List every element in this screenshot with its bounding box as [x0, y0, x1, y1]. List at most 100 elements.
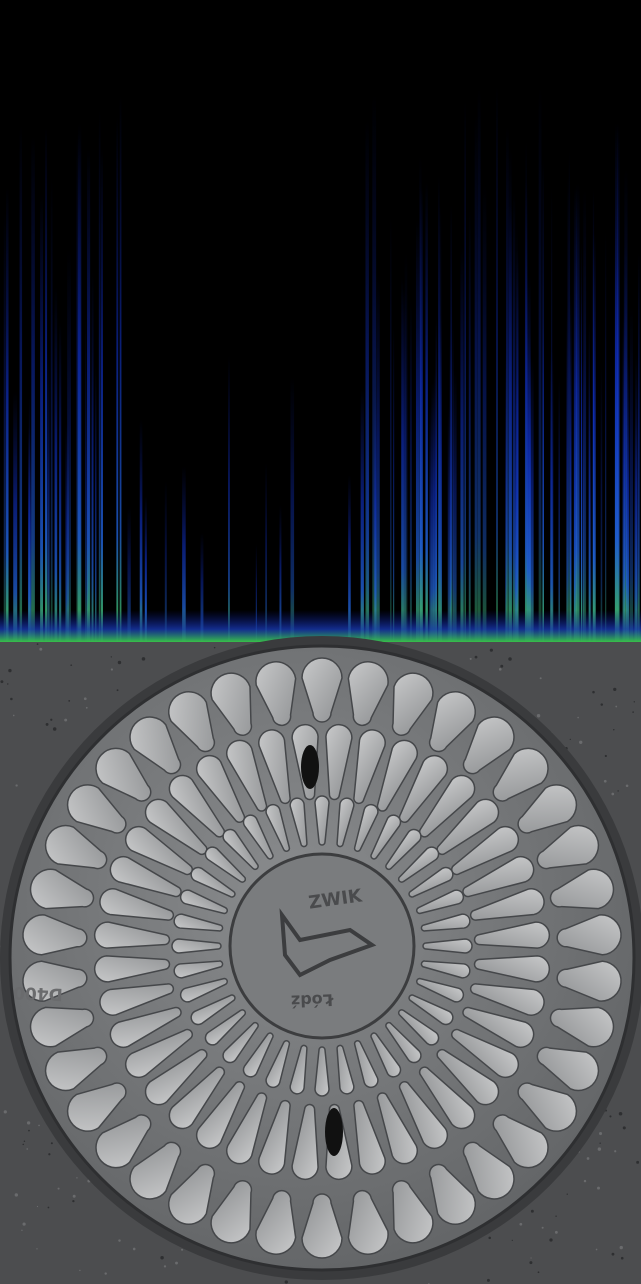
streak — [119, 94, 122, 642]
grain — [110, 668, 114, 671]
grain — [70, 664, 73, 667]
raised-drop — [336, 1044, 355, 1095]
grain — [14, 1193, 18, 1197]
raised-drop — [168, 1066, 226, 1130]
raised-drop — [242, 814, 274, 860]
raised-drop — [385, 1021, 422, 1064]
streak — [509, 204, 513, 643]
grain — [36, 643, 39, 645]
streak — [435, 315, 438, 642]
grain — [569, 738, 571, 741]
raised-drop — [420, 960, 471, 979]
raised-drop — [549, 868, 615, 910]
streak — [451, 317, 454, 642]
streak — [182, 466, 186, 642]
raised-drop — [462, 1006, 535, 1049]
raised-drop — [397, 846, 440, 883]
raised-drop — [517, 784, 578, 834]
grain — [118, 1239, 121, 1242]
streak — [13, 391, 18, 642]
spectrogram-background — [0, 0, 641, 642]
streak — [47, 352, 50, 642]
raised-drop — [258, 1099, 291, 1175]
grain — [632, 711, 634, 713]
grain — [622, 1126, 626, 1130]
grain — [47, 1206, 50, 1209]
raised-drop — [179, 977, 228, 1003]
raised-drop — [29, 868, 95, 910]
raised-drop — [492, 1114, 549, 1169]
raised-drop — [416, 889, 465, 915]
grain — [633, 701, 635, 703]
raised-drop — [469, 888, 545, 921]
vent-slot — [301, 745, 319, 789]
center-disc — [228, 852, 416, 1040]
streak — [100, 148, 104, 643]
raised-drop — [536, 1046, 600, 1092]
raised-drop — [195, 754, 246, 824]
raised-drop — [462, 1141, 515, 1200]
streak — [40, 194, 43, 642]
raised-drop — [242, 1032, 274, 1078]
streak — [265, 462, 268, 642]
streak — [67, 249, 71, 642]
grain — [160, 1255, 164, 1260]
grain — [23, 1140, 26, 1143]
grain — [10, 697, 13, 701]
grain — [39, 647, 43, 651]
raised-drop — [347, 1189, 389, 1255]
streak — [290, 377, 295, 642]
raised-drop — [385, 828, 422, 871]
grain — [555, 1215, 557, 1217]
raised-drop — [347, 661, 389, 727]
raised-drop — [556, 960, 622, 1002]
raised-drop — [397, 1009, 440, 1046]
grain — [72, 1194, 76, 1198]
streak — [139, 419, 143, 642]
streak — [31, 136, 35, 642]
grain — [488, 1236, 491, 1240]
grain — [83, 697, 87, 701]
emblem — [279, 908, 377, 978]
streak — [409, 298, 412, 642]
grain — [12, 714, 15, 717]
raised-drop — [370, 814, 402, 860]
raised-drop — [144, 1048, 208, 1106]
streak — [526, 275, 531, 642]
grain — [22, 1222, 26, 1226]
raised-drop — [462, 855, 535, 898]
streak — [615, 123, 619, 642]
streak — [588, 384, 592, 642]
raised-drop — [291, 1103, 319, 1181]
raised-drop — [353, 1099, 386, 1175]
grain — [36, 1205, 39, 1208]
raised-drop — [29, 1006, 95, 1048]
grain — [474, 655, 478, 659]
raised-drop — [22, 960, 88, 1002]
grain — [536, 714, 541, 718]
raised-drop — [173, 960, 224, 979]
grain — [52, 727, 57, 731]
raised-drop — [370, 1032, 402, 1078]
city-text: Łódź — [291, 990, 335, 1010]
grain — [489, 648, 493, 652]
streak — [482, 184, 487, 642]
streak — [415, 219, 420, 642]
raised-drop — [289, 1044, 308, 1095]
streak — [374, 389, 377, 642]
grain — [45, 723, 49, 726]
grain — [539, 677, 542, 680]
grain — [163, 1265, 167, 1268]
grain — [599, 1132, 603, 1136]
streak — [624, 168, 628, 642]
streak — [580, 242, 583, 642]
streak — [538, 86, 542, 643]
streak — [425, 182, 428, 642]
raised-drop — [391, 672, 434, 737]
streak — [633, 418, 638, 642]
grain — [8, 668, 12, 673]
raised-drop — [173, 913, 224, 932]
streak — [447, 404, 452, 642]
raised-drop — [301, 657, 343, 723]
streak — [460, 246, 464, 642]
